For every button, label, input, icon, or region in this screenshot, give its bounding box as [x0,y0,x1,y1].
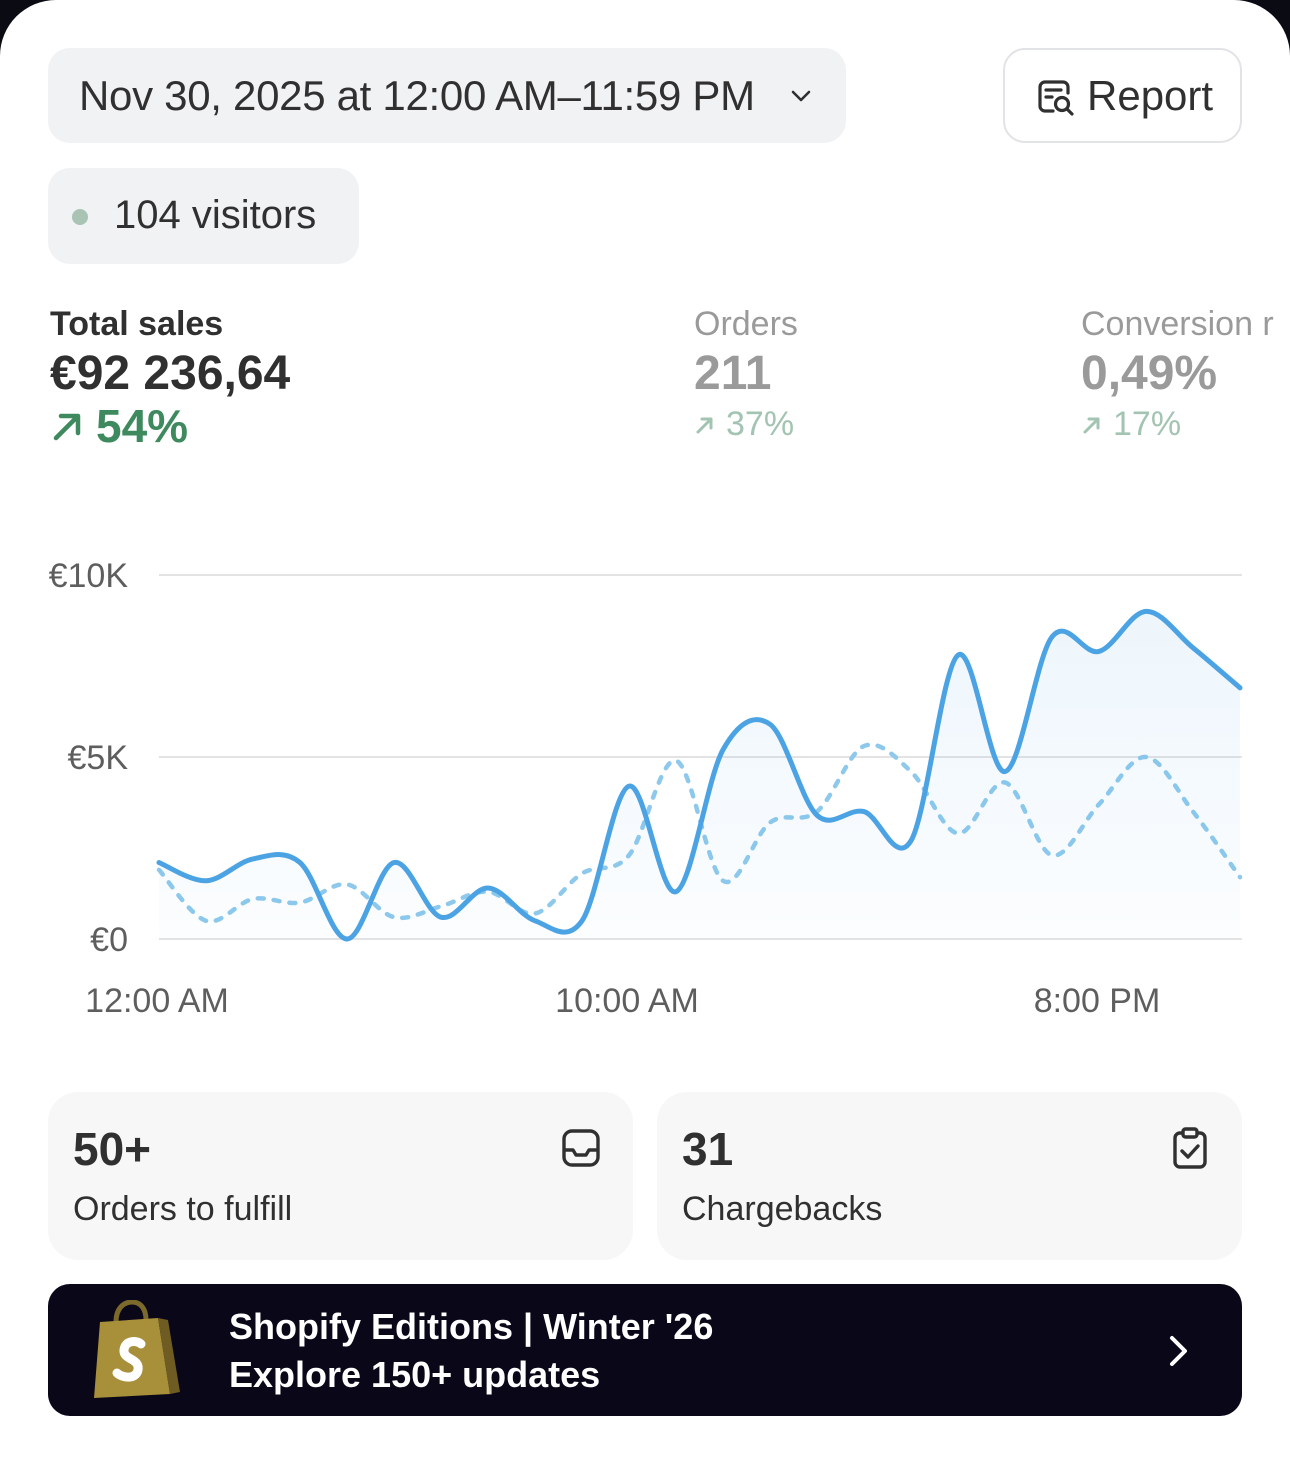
visitors-count: 104 visitors [114,193,317,237]
x-tick-label: 8:00 PM [1034,982,1161,1020]
metric-title: Conversion r [1081,305,1274,343]
card-value: 50+ [73,1123,152,1175]
metric-value: 211 [694,347,772,400]
banner-title: Shopify Editions | Winter '26 [229,1306,714,1347]
shopify-editions-banner[interactable]: Shopify Editions | Winter '26 Explore 15… [48,1284,1242,1416]
series-line-total-sales [156,608,1243,942]
y-tick-label: €10K [49,557,129,595]
arrow-up-right-icon [1083,417,1100,433]
metric-delta-value: 17% [1113,405,1182,443]
metric-total-sales[interactable]: Total sales €92 236,64 54% [50,305,290,453]
arrow-up-right-icon [696,417,713,433]
date-range-label: Nov 30, 2025 at 12:00 AM–11:59 PM [79,71,755,119]
card-value: 31 [682,1123,734,1175]
x-tick-label: 10:00 AM [555,982,699,1020]
report-button[interactable]: Report [1003,48,1242,143]
y-tick-label: €5K [68,739,129,777]
metric-title: Orders [694,305,798,343]
chargebacks-card[interactable]: 31 Chargebacks [657,1092,1242,1260]
orders-to-fulfill-card[interactable]: 50+ Orders to fulfill [48,1092,633,1260]
inbox-icon [562,1129,600,1167]
metric-value: 0,49% [1081,347,1218,400]
metric-conversion-rate[interactable]: Conversion r 0,49% 17% [1081,305,1274,444]
y-tick-label: €0 [90,921,128,959]
metric-delta-value: 37% [726,405,795,443]
metric-delta: 37% [694,405,798,444]
date-range-selector[interactable]: Nov 30, 2025 at 12:00 AM–11:59 PM [48,48,846,143]
visitors-badge[interactable]: 104 visitors [48,168,359,264]
card-label: Chargebacks [682,1190,883,1228]
metric-orders[interactable]: Orders 211 37% [694,305,798,444]
live-dot-icon [72,209,88,225]
metric-delta: 54% [50,399,290,453]
metric-delta-value: 54% [96,400,189,452]
series-area-total-sales [159,611,1240,939]
report-button-label: Report [1087,72,1214,119]
report-search-icon [1038,80,1074,116]
metric-delta: 17% [1081,405,1274,444]
x-tick-label: 12:00 AM [85,982,229,1020]
shopify-bag-logo [94,1300,180,1398]
clipboard-check-icon [1173,1127,1207,1169]
chevron-down-icon [791,90,811,102]
arrow-up-right-icon [53,413,81,441]
metric-title: Total sales [50,305,224,343]
chevron-right-icon [1170,1336,1187,1366]
card-label: Orders to fulfill [73,1190,293,1228]
sales-line-chart[interactable]: €10K €5K €0 12:00 AM 10:00 AM 8:00 PM [0,540,1290,1040]
metric-value: €92 236,64 [50,347,291,400]
banner-subtitle: Explore 150+ updates [229,1354,601,1395]
